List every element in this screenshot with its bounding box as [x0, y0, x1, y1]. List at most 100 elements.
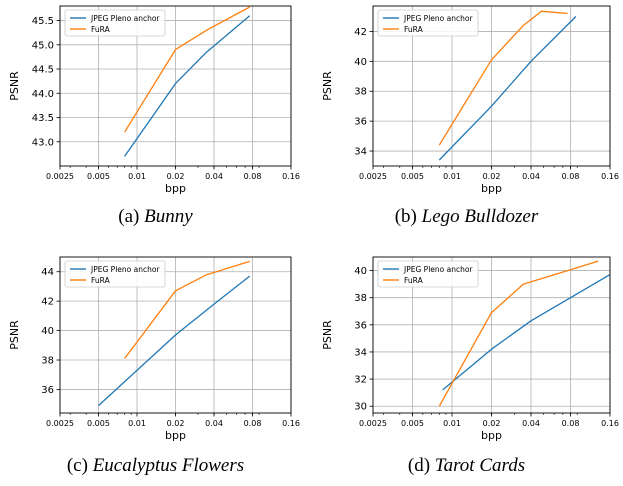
plot-frame — [372, 5, 611, 167]
y-tick-label: 42 — [354, 27, 367, 38]
plot-frame — [372, 256, 611, 414]
x-tick-label: 0.16 — [282, 172, 300, 181]
caption-a: (a) Bunny — [0, 206, 311, 228]
x-tick-label: 0.005 — [87, 172, 110, 181]
x-tick-label: 0.02 — [483, 172, 501, 181]
x-axis-label: bpp — [481, 182, 502, 195]
y-tick-label: 43.0 — [32, 137, 54, 148]
caption-d-name: Tarot Cards — [434, 455, 526, 476]
y-tick-label: 36 — [41, 385, 54, 396]
x-tick-label: 0.01 — [443, 419, 461, 428]
x-tick-label: 0.08 — [562, 419, 580, 428]
plot-frame — [59, 256, 292, 414]
x-tick-label: 0.04 — [205, 172, 223, 181]
y-tick-label: 36 — [354, 320, 367, 331]
x-tick-label: 0.16 — [282, 419, 300, 428]
x-tick-label: 0.0025 — [46, 172, 74, 181]
x-axis-label: bpp — [165, 182, 186, 195]
y-tick-label: 44.5 — [32, 65, 54, 76]
legend-box — [64, 260, 166, 288]
caption-b-letter: (b) — [394, 206, 417, 227]
legend-box — [377, 9, 479, 37]
y-axis-label: PSNR — [321, 320, 334, 350]
x-tick-label: 0.005 — [401, 172, 424, 181]
y-axis-label: PSNR — [321, 71, 334, 101]
x-tick-label: 0.02 — [167, 419, 185, 428]
caption-c: (c) Eucalyptus Flowers — [0, 455, 311, 477]
series-line-anchor — [442, 274, 611, 391]
series-line-fura — [438, 260, 599, 407]
series-line-anchor — [438, 16, 577, 161]
legend-label-anchor: JPEG Pleno anchor — [90, 14, 160, 23]
y-tick-label: 38 — [354, 87, 367, 98]
chart-panel-b: 0.0025 0.005 0.01 0.02 0.04 0.08 0.16 34 36 38 40 4… — [321, 5, 619, 195]
y-tick-label: 38 — [41, 356, 54, 367]
series-line-anchor — [98, 275, 251, 407]
y-tick-label: 44.0 — [32, 89, 54, 100]
y-tick-label: 40 — [354, 266, 367, 277]
x-tick-label: 0.04 — [522, 419, 540, 428]
x-tick-label: 0.0025 — [359, 172, 387, 181]
series-line-anchor — [124, 15, 251, 157]
x-tick-label: 0.08 — [244, 172, 262, 181]
x-axis-label: bpp — [481, 429, 502, 442]
caption-b-name: Lego Bulldozer — [421, 206, 539, 227]
legend-label-fura: FuRA — [91, 276, 111, 285]
x-tick-label: 0.02 — [167, 172, 185, 181]
legend: JPEG Pleno anchor FuRA — [64, 260, 166, 288]
y-tick-label: 40 — [354, 57, 367, 68]
series-line-fura — [124, 6, 251, 133]
y-tick-label: 34 — [354, 347, 367, 358]
caption-c-name: Eucalyptus Flowers — [92, 455, 245, 476]
legend-box — [377, 260, 479, 288]
chart-panel-a: 0.0025 0.005 0.01 0.02 0.04 0.08 0.16 43.0 43.5 4… — [8, 5, 300, 195]
legend-label-fura: FuRA — [404, 25, 424, 34]
legend-label-fura: FuRA — [404, 276, 424, 285]
y-tick-label: 44 — [41, 267, 54, 278]
caption-a-letter: (a) — [118, 206, 140, 227]
x-tick-label: 0.08 — [244, 419, 262, 428]
legend-label-anchor: JPEG Pleno anchor — [403, 265, 473, 274]
y-tick-label: 45.5 — [32, 16, 54, 27]
legend: JPEG Pleno anchor FuRA — [64, 9, 166, 37]
x-tick-label: 0.01 — [443, 172, 461, 181]
y-tick-label: 40 — [41, 326, 54, 337]
x-tick-label: 0.16 — [601, 419, 619, 428]
chart-panel-d: 0.0025 0.005 0.01 0.02 0.04 0.08 0.16 30 32 34 36 3… — [321, 256, 619, 442]
x-tick-label: 0.08 — [562, 172, 580, 181]
legend-label-fura: FuRA — [91, 25, 111, 34]
legend-box — [64, 9, 166, 37]
caption-d: (d) Tarot Cards — [311, 455, 622, 477]
x-tick-label: 0.01 — [128, 172, 146, 181]
caption-b: (b) Lego Bulldozer — [311, 206, 622, 228]
x-axis-label: bpp — [165, 429, 186, 442]
y-tick-label: 45.0 — [32, 40, 54, 51]
y-tick-label: 34 — [354, 147, 367, 158]
x-tick-label: 0.02 — [483, 419, 501, 428]
x-tick-label: 0.005 — [87, 419, 110, 428]
legend-label-anchor: JPEG Pleno anchor — [90, 265, 160, 274]
plot-frame — [59, 5, 292, 167]
series-line-fura — [438, 10, 568, 146]
x-tick-label: 0.005 — [401, 419, 424, 428]
x-tick-label: 0.0025 — [359, 419, 387, 428]
x-tick-label: 0.01 — [128, 419, 146, 428]
x-tick-label: 0.04 — [205, 419, 223, 428]
chart-panel-c: 0.0025 0.005 0.01 0.02 0.04 0.08 0.16 36 38 40 42 4… — [8, 256, 300, 442]
caption-c-letter: (c) — [66, 455, 88, 476]
x-tick-label: 0.16 — [601, 172, 619, 181]
caption-d-letter: (d) — [407, 455, 431, 476]
y-tick-label: 36 — [354, 117, 367, 128]
y-tick-label: 30 — [354, 402, 367, 413]
y-tick-label: 43.5 — [32, 113, 54, 124]
x-tick-label: 0.0025 — [46, 419, 74, 428]
y-axis-label: PSNR — [8, 71, 21, 101]
y-tick-label: 32 — [354, 375, 367, 386]
y-tick-label: 38 — [354, 293, 367, 304]
legend: JPEG Pleno anchor FuRA — [377, 9, 479, 37]
legend: JPEG Pleno anchor FuRA — [377, 260, 479, 288]
x-tick-label: 0.04 — [522, 172, 540, 181]
y-axis-label: PSNR — [8, 320, 21, 350]
